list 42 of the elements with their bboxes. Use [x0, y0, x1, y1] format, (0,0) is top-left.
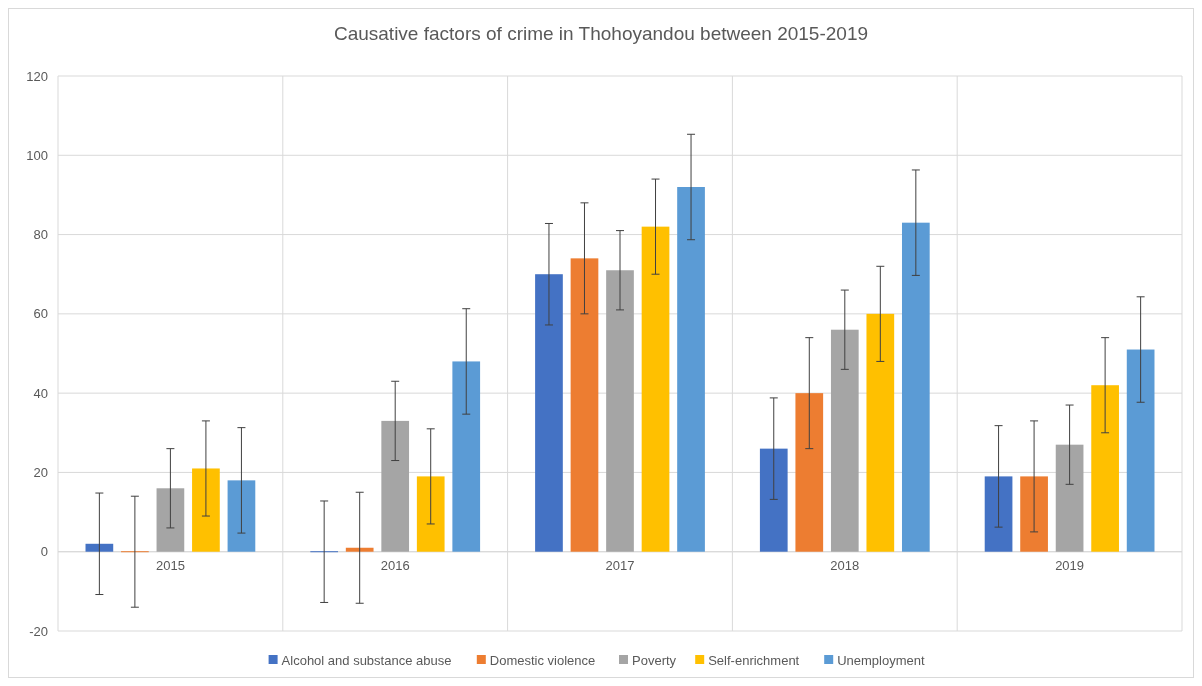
- y-tick-label: 100: [26, 147, 48, 163]
- chart-title: Causative factors of crime in Thohoyandou between 2015-2019: [333, 23, 869, 44]
- bar: [1055, 444, 1084, 552]
- legend-label: Poverty: [632, 652, 677, 668]
- bar: [535, 274, 563, 552]
- y-tick-label: 20: [33, 464, 48, 480]
- x-tick-label: 2018: [830, 557, 860, 573]
- x-tick-label: 2019: [1055, 557, 1085, 573]
- bar: [606, 270, 634, 552]
- bar: [416, 476, 445, 552]
- y-tick-label: 120: [26, 68, 48, 84]
- x-tick-label: 2015: [155, 557, 185, 573]
- bar: [452, 361, 481, 552]
- bar: [641, 226, 670, 552]
- bar: [345, 547, 374, 552]
- bar: [1091, 385, 1119, 552]
- bar: [795, 393, 824, 552]
- x-tick-label: 2017: [605, 557, 635, 573]
- legend-label: Self-enrichment: [708, 652, 800, 668]
- y-tick-label: 60: [33, 306, 48, 322]
- y-tick-label: 80: [33, 227, 48, 243]
- y-tick-label: 0: [40, 544, 48, 560]
- legend-label: Domestic violence: [489, 652, 596, 668]
- legend-label: Alcohol and substance abuse: [281, 652, 452, 668]
- bar: [192, 468, 220, 552]
- x-tick-label: 2016: [380, 557, 410, 573]
- bar: [227, 480, 256, 552]
- bar: [866, 313, 895, 552]
- bar: [1126, 349, 1155, 552]
- bar: [570, 258, 599, 552]
- bar: [677, 187, 705, 552]
- bar: [759, 448, 788, 552]
- y-tick-label: 40: [33, 385, 48, 401]
- bar: [901, 222, 930, 552]
- bar: [156, 488, 185, 552]
- y-tick-label: -20: [29, 623, 48, 639]
- bar: [1020, 476, 1048, 552]
- bar: [381, 420, 410, 552]
- legend-label: Unemployment: [837, 652, 926, 668]
- bar: [984, 476, 1013, 552]
- bar: [830, 329, 859, 552]
- bar: [85, 543, 114, 552]
